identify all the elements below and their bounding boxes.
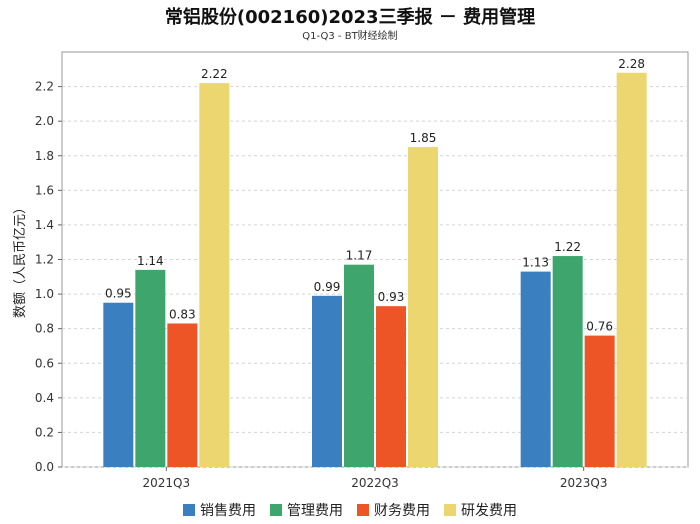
y-tick-label: 0.8	[35, 322, 54, 336]
legend-swatch	[444, 504, 456, 516]
y-tick-label: 1.0	[35, 287, 54, 301]
data-label: 0.93	[378, 290, 405, 304]
bar	[408, 147, 438, 467]
data-label: 1.13	[522, 256, 549, 270]
x-tick-label: 2022Q3	[351, 476, 399, 490]
legend-label: 财务费用	[374, 503, 430, 519]
bar	[135, 269, 166, 467]
bar-chart: 0.0 0.2 0.4 0.6 0.8 1.0 1.2 1.4 1.6 1.8 2.0 2.2 数额（人…	[13, 51, 689, 490]
legend-swatch	[183, 504, 195, 516]
y-tick-label: 1.6	[35, 183, 54, 197]
x-tick-label: 2021Q3	[143, 476, 191, 490]
bar	[199, 83, 230, 467]
legend-label: 研发费用	[461, 503, 517, 519]
chart-subtitle: Q1-Q3 - BT财经绘制	[302, 31, 398, 42]
legend-item: 销售费用	[183, 500, 256, 520]
legend-swatch	[357, 504, 369, 516]
data-label: 1.17	[346, 249, 373, 263]
y-axis-label: 数额（人民币亿元）	[13, 201, 28, 318]
data-label: 1.14	[137, 254, 164, 268]
legend-item: 财务费用	[357, 500, 430, 520]
chart-title: 常铝股份(002160)2023三季报 － 费用管理	[164, 7, 536, 28]
data-label: 1.85	[410, 131, 437, 145]
data-label: 2.28	[618, 57, 645, 71]
x-tick-label: 2023Q3	[560, 476, 608, 490]
y-tick-label: 2.0	[35, 114, 54, 128]
y-tick-label: 1.4	[35, 218, 54, 232]
data-label: 0.95	[105, 287, 132, 301]
bar	[103, 302, 134, 467]
bar	[584, 335, 615, 467]
legend-swatch	[270, 504, 282, 516]
data-label: 0.76	[586, 320, 613, 334]
y-tick-label: 0.4	[35, 391, 54, 405]
legend-item: 研发费用	[444, 500, 517, 520]
bar	[312, 295, 342, 467]
bar	[376, 306, 406, 467]
data-label: 1.22	[554, 240, 581, 254]
bar	[520, 271, 551, 467]
bar	[552, 256, 583, 467]
y-tick-label: 1.8	[35, 149, 54, 163]
bar	[167, 323, 198, 467]
bar	[616, 72, 647, 467]
data-label: 2.22	[201, 67, 228, 81]
legend-item: 管理费用	[270, 500, 343, 520]
legend-label: 销售费用	[200, 503, 256, 519]
y-tick-label: 0.2	[35, 425, 54, 439]
legend-label: 管理费用	[287, 503, 343, 519]
y-tick-label: 1.2	[35, 253, 54, 267]
y-tick-label: 0.0	[35, 460, 54, 474]
bar	[344, 264, 374, 467]
data-label: 0.83	[169, 307, 196, 321]
data-label: 0.99	[314, 280, 341, 294]
y-tick-label: 0.6	[35, 356, 54, 370]
legend: 销售费用 管理费用 财务费用 研发费用	[0, 500, 700, 520]
y-tick-label: 2.2	[35, 80, 54, 94]
